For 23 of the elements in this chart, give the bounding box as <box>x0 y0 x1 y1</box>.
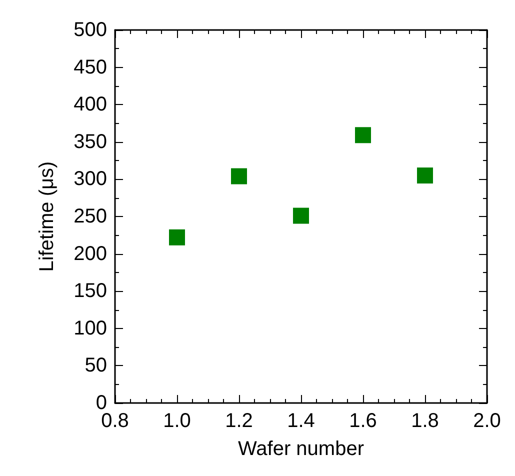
x-tick-label: 1.2 <box>225 410 253 432</box>
point <box>417 167 433 184</box>
y-tick-label: 150 <box>74 280 107 302</box>
y-tick-label: 100 <box>74 317 107 340</box>
y-tick-label: 450 <box>74 56 107 78</box>
y-tick-label: 500 <box>74 19 107 41</box>
x-tick-label: 2.0 <box>473 410 501 432</box>
y-tick-label: 300 <box>74 168 107 190</box>
x-tick-label: 1.8 <box>411 410 439 432</box>
point <box>355 127 371 144</box>
y-tick-label: 400 <box>74 94 107 116</box>
x-tick-label: 1.4 <box>287 410 315 432</box>
x-axis-title: Wafer number <box>238 438 364 460</box>
point <box>231 168 247 184</box>
y-tick-label: 50 <box>84 354 107 377</box>
y-tick-label: 250 <box>74 206 107 228</box>
point <box>169 229 185 246</box>
y-tick-label: 200 <box>74 242 107 265</box>
point <box>293 208 309 224</box>
x-tick-label: 1.0 <box>163 410 191 432</box>
y-axis-title: Lifetime (μs) <box>36 161 58 272</box>
x-tick-label: 1.6 <box>349 410 377 432</box>
y-tick-label: 350 <box>74 130 107 153</box>
